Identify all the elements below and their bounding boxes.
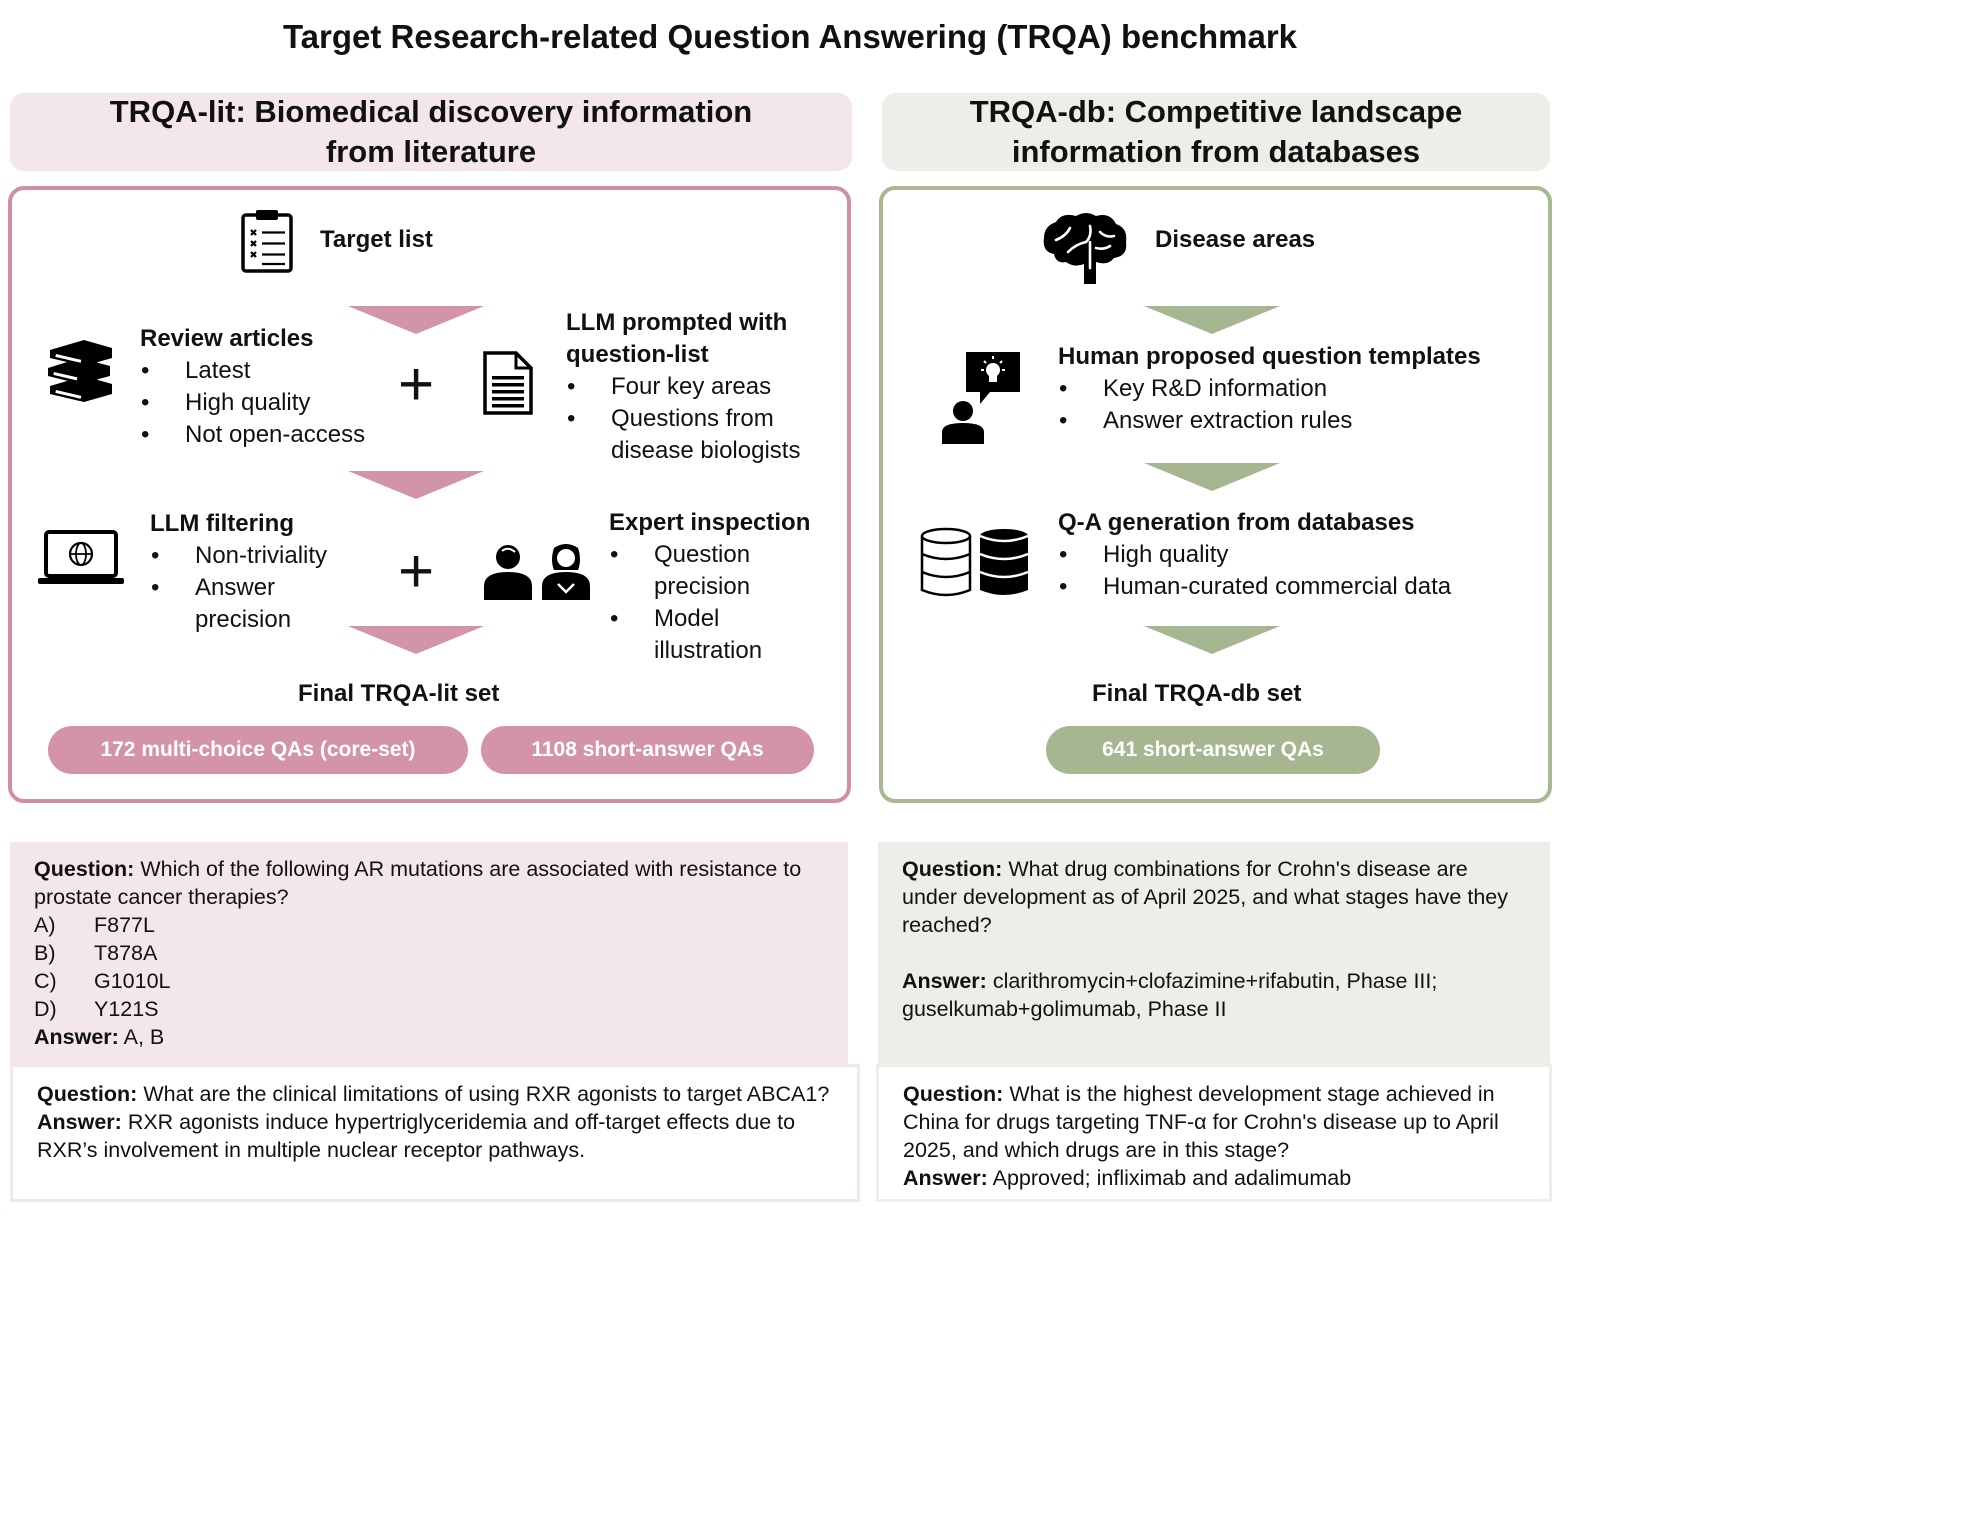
db-arrow-2 (1144, 463, 1280, 491)
db-arrow-3 (1144, 626, 1280, 654)
db-shortanswer-pill: 641 short-answer QAs (1046, 726, 1380, 774)
db-arrow-1 (1144, 306, 1280, 334)
llm-prompt-item: Questions from disease biologists (566, 403, 831, 467)
figure-title: Target Research-related Question Answeri… (282, 18, 1298, 55)
example-answer: RXR agonists induce hypertriglyceridemia… (37, 1110, 796, 1162)
plus-sign-1: + (398, 350, 435, 419)
answer-label: Answer: (34, 1025, 119, 1049)
qa-generation-item: High quality (1058, 539, 1538, 571)
option-text: Y121S (94, 997, 159, 1021)
llm-filter-item: Non-triviality (150, 540, 390, 572)
option-row: D) Y121S (34, 995, 824, 1023)
lit-multichoice-pill: 172 multi-choice QAs (core-set) (48, 726, 468, 774)
answer-label: Answer: (37, 1110, 122, 1134)
laptop-globe-icon (38, 530, 124, 584)
db-header-line1: TRQA-db: Competitive landscape (969, 94, 1463, 129)
disease-areas-label: Disease areas (1155, 226, 1316, 253)
option-row: B) T878A (34, 939, 824, 967)
option-text: G1010L (94, 969, 171, 993)
templates-head: Human proposed question templates (1058, 343, 1481, 370)
example-question: Which of the following AR mutations are … (34, 857, 802, 909)
database-icon (920, 527, 1029, 597)
option-text: F877L (94, 913, 155, 937)
option-key: D) (34, 997, 57, 1021)
db-example-1: Question: What drug combinations for Cro… (878, 842, 1550, 1064)
example-question: What are the clinical limitations of usi… (143, 1082, 830, 1106)
review-item: Not open-access (140, 419, 390, 451)
lit-arrow-2 (348, 471, 484, 499)
option-row: A) F877L (34, 911, 824, 939)
target-list-label: Target list (320, 226, 433, 253)
lit-arrow-3 (348, 626, 484, 654)
plus-sign-2: + (398, 537, 435, 606)
db-panel (879, 186, 1552, 803)
brain-icon (1043, 213, 1127, 284)
expert-item: Question precision (609, 539, 774, 603)
templates-item: Key R&D information (1058, 373, 1538, 405)
qa-generation-block: Q-A generation from databases High quali… (1058, 507, 1538, 603)
lit-example-1: Question: Which of the following AR muta… (10, 842, 848, 1064)
db-header-line2: information from databases (1011, 134, 1421, 169)
option-key: A) (34, 913, 56, 937)
llm-prompt-block: LLM prompted with question-list Four key… (566, 307, 836, 467)
expert-inspection-block: Expert inspection Question precision Mod… (609, 507, 849, 667)
review-articles-block: Review articles Latest High quality Not … (140, 323, 390, 451)
option-row: C) G1010L (34, 967, 824, 995)
option-text: T878A (94, 941, 158, 965)
review-articles-head: Review articles (140, 325, 314, 352)
question-label: Question: (902, 857, 1003, 881)
qa-generation-item: Human-curated commercial data (1058, 571, 1538, 603)
review-item: High quality (140, 387, 390, 419)
answer-label: Answer: (903, 1166, 988, 1190)
example-answer: Approved; infliximab and adalimumab (992, 1166, 1352, 1190)
two-people-icon (484, 544, 590, 600)
qa-generation-head: Q-A generation from databases (1058, 509, 1415, 536)
lit-arrow-1 (348, 306, 484, 334)
db-header: TRQA-db: Competitive landscape informati… (882, 93, 1550, 171)
document-icon (483, 351, 533, 415)
llm-prompt-head-2: question-list (566, 341, 709, 368)
db-example-2: Question: What is the highest developmen… (876, 1064, 1552, 1202)
person-idea-icon (942, 352, 1020, 444)
question-label: Question: (37, 1082, 138, 1106)
books-stack-icon (48, 340, 112, 402)
answer-label: Answer: (902, 969, 987, 993)
final-lit-label: Final TRQA-lit set (298, 680, 500, 707)
llm-prompt-item: Four key areas (566, 371, 836, 403)
review-item: Latest (140, 355, 390, 387)
lit-header-line2: from literature (325, 134, 537, 169)
lit-example-2: Question: What are the clinical limitati… (10, 1064, 860, 1202)
llm-prompt-head-1: LLM prompted with (566, 309, 788, 336)
lit-header-line1: TRQA-lit: Biomedical discovery informati… (109, 94, 753, 129)
example-answer: A, B (123, 1025, 165, 1049)
question-label: Question: (903, 1082, 1004, 1106)
question-label: Question: (34, 857, 135, 881)
example-answer: clarithromycin+clofazimine+rifabutin, Ph… (902, 969, 1438, 1021)
expert-inspection-head: Expert inspection (609, 509, 811, 536)
example-question: What is the highest development stage ac… (903, 1082, 1499, 1162)
expert-item: Model illustration (609, 603, 774, 667)
lit-header: TRQA-lit: Biomedical discovery informati… (10, 93, 852, 171)
llm-filtering-block: LLM filtering Non-triviality Answer prec… (150, 508, 390, 636)
final-db-label: Final TRQA-db set (1092, 680, 1302, 707)
lit-panel (8, 186, 851, 803)
llm-filtering-head: LLM filtering (150, 510, 294, 537)
example-question: What drug combinations for Crohn's disea… (902, 857, 1508, 937)
templates-item: Answer extraction rules (1058, 405, 1538, 437)
templates-block: Human proposed question templates Key R&… (1058, 341, 1538, 437)
option-key: B) (34, 941, 56, 965)
clipboard-checklist-icon (241, 210, 293, 273)
option-key: C) (34, 969, 57, 993)
lit-shortanswer-pill: 1108 short-answer QAs (481, 726, 814, 774)
llm-filter-item: Answer precision (150, 572, 315, 636)
